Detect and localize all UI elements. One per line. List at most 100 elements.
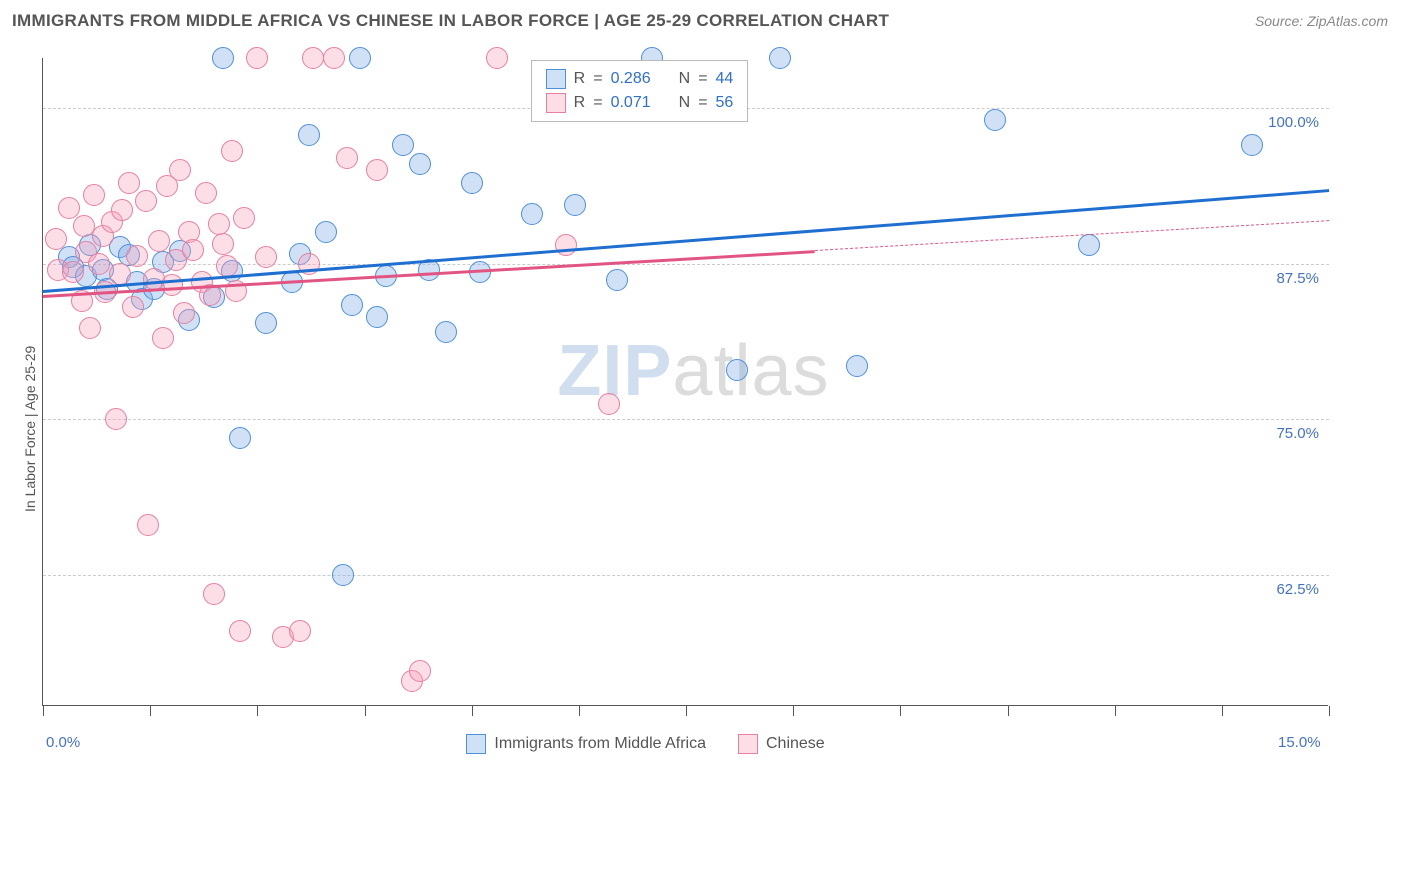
data-point: [216, 255, 238, 277]
n-value: 56: [716, 91, 734, 115]
n-label: N: [679, 91, 691, 115]
data-point: [302, 47, 324, 69]
data-point: [726, 359, 748, 381]
data-point: [255, 312, 277, 334]
data-point: [195, 182, 217, 204]
x-axis-min-label: 0.0%: [46, 734, 80, 751]
x-tick: [150, 706, 151, 716]
y-tick-label: 75.0%: [1259, 425, 1319, 442]
y-tick-label: 87.5%: [1259, 270, 1319, 287]
n-label: N: [679, 67, 691, 91]
data-point: [208, 213, 230, 235]
data-point: [212, 47, 234, 69]
x-tick: [1115, 706, 1116, 716]
data-point: [161, 274, 183, 296]
x-tick: [900, 706, 901, 716]
data-point: [461, 172, 483, 194]
r-value: 0.286: [611, 67, 651, 91]
legend-label: Immigrants from Middle Africa: [494, 735, 706, 753]
data-point: [229, 620, 251, 642]
legend-label: Chinese: [766, 735, 825, 753]
y-axis-label: In Labor Force | Age 25-29: [22, 345, 38, 511]
data-point: [229, 427, 251, 449]
data-point: [58, 197, 80, 219]
data-point: [332, 564, 354, 586]
data-point: [135, 190, 157, 212]
trend-line: [43, 189, 1329, 293]
x-tick: [257, 706, 258, 716]
data-point: [521, 203, 543, 225]
data-point: [366, 159, 388, 181]
legend-swatch: [546, 93, 566, 113]
legend-swatch: [738, 734, 758, 754]
legend-swatch: [466, 734, 486, 754]
legend-swatch: [546, 69, 566, 89]
legend-item: Chinese: [738, 734, 825, 754]
legend-item: Immigrants from Middle Africa: [466, 734, 706, 754]
data-point: [182, 239, 204, 261]
data-point: [152, 327, 174, 349]
data-point: [315, 221, 337, 243]
data-point: [83, 184, 105, 206]
legend-row: R=0.286N=44: [546, 67, 734, 91]
data-point: [769, 47, 791, 69]
x-tick: [43, 706, 44, 716]
data-point: [349, 47, 371, 69]
data-point: [126, 245, 148, 267]
data-point: [169, 159, 191, 181]
data-point: [392, 134, 414, 156]
data-point: [255, 246, 277, 268]
data-point: [173, 302, 195, 324]
r-label: R: [574, 67, 586, 91]
data-point: [564, 194, 586, 216]
data-point: [111, 199, 133, 221]
data-point: [105, 408, 127, 430]
data-point: [341, 294, 363, 316]
data-point: [137, 514, 159, 536]
x-tick: [472, 706, 473, 716]
data-point: [409, 153, 431, 175]
data-point: [221, 140, 243, 162]
data-point: [555, 234, 577, 256]
legend-row: R=0.071N=56: [546, 91, 734, 115]
n-value: 44: [716, 67, 734, 91]
data-point: [606, 269, 628, 291]
x-tick: [1008, 706, 1009, 716]
data-point: [1078, 234, 1100, 256]
data-point: [598, 393, 620, 415]
y-tick-label: 100.0%: [1259, 114, 1319, 131]
gridline: [43, 575, 1329, 576]
data-point: [148, 230, 170, 252]
data-point: [366, 306, 388, 328]
x-tick: [579, 706, 580, 716]
data-point: [79, 317, 101, 339]
y-tick-label: 62.5%: [1259, 581, 1319, 598]
data-point: [203, 583, 225, 605]
data-point: [1241, 134, 1263, 156]
data-point: [62, 261, 84, 283]
page: IMMIGRANTS FROM MIDDLE AFRICA VS CHINESE…: [0, 0, 1406, 892]
data-point: [323, 47, 345, 69]
data-point: [298, 124, 320, 146]
data-point: [212, 233, 234, 255]
data-point: [109, 263, 131, 285]
data-point: [246, 47, 268, 69]
series-legend: Immigrants from Middle Africa Chinese: [466, 734, 824, 754]
x-tick: [1222, 706, 1223, 716]
data-point: [486, 47, 508, 69]
source-label: Source: ZipAtlas.com: [1255, 13, 1388, 29]
correlation-legend: R=0.286N=44R=0.071N=56: [531, 60, 749, 122]
plot-area: 62.5%75.0%87.5%100.0%ZIPatlas: [42, 58, 1328, 706]
data-point: [336, 147, 358, 169]
r-label: R: [574, 91, 586, 115]
data-point: [233, 207, 255, 229]
data-point: [409, 660, 431, 682]
data-point: [435, 321, 457, 343]
data-point: [846, 355, 868, 377]
data-point: [122, 296, 144, 318]
gridline: [43, 419, 1329, 420]
data-point: [984, 109, 1006, 131]
data-point: [88, 253, 110, 275]
chart-header: IMMIGRANTS FROM MIDDLE AFRICA VS CHINESE…: [0, 0, 1406, 42]
x-tick: [365, 706, 366, 716]
